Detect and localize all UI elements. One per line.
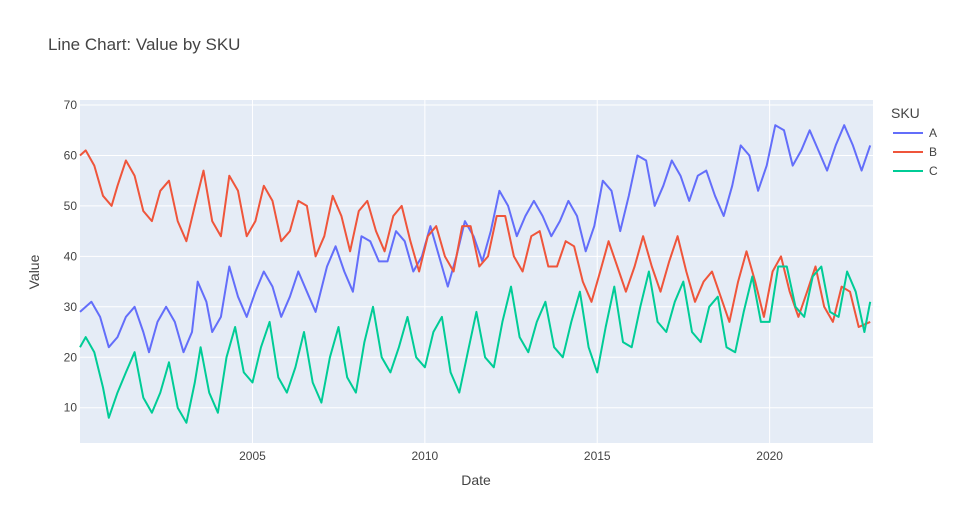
legend-label: C bbox=[929, 164, 938, 178]
grid-lines bbox=[80, 100, 873, 443]
legend-item-a[interactable]: A bbox=[893, 126, 937, 140]
x-axis-title: Date bbox=[461, 472, 491, 488]
y-tick-label: 50 bbox=[64, 199, 78, 213]
x-tick-label: 2010 bbox=[412, 449, 439, 463]
y-tick-label: 70 bbox=[64, 98, 78, 112]
y-tick-label: 30 bbox=[64, 300, 78, 314]
y-tick-label: 60 bbox=[64, 148, 78, 162]
series-line-c bbox=[79, 265, 872, 424]
x-tick-label: 2015 bbox=[584, 449, 611, 463]
chart-title: Line Chart: Value by SKU bbox=[48, 35, 240, 54]
series-lines bbox=[79, 124, 872, 424]
y-axis-title: Value bbox=[26, 254, 42, 289]
legend[interactable]: ABC bbox=[893, 126, 938, 178]
x-tick-label: 2020 bbox=[756, 449, 783, 463]
legend-item-c[interactable]: C bbox=[893, 164, 938, 178]
y-tick-label: 10 bbox=[64, 401, 78, 415]
x-tick-label: 2005 bbox=[239, 449, 266, 463]
series-line-b bbox=[79, 149, 871, 328]
y-tick-label: 20 bbox=[64, 350, 78, 364]
tick-labels: 10 20 30 40 50 60 70 2005 2010 2015 2020 bbox=[64, 98, 784, 463]
plot-area bbox=[80, 100, 873, 443]
legend-label: B bbox=[929, 145, 937, 159]
legend-label: A bbox=[929, 126, 937, 140]
legend-title: SKU bbox=[891, 105, 920, 121]
y-tick-label: 40 bbox=[64, 249, 78, 263]
legend-item-b[interactable]: B bbox=[893, 145, 937, 159]
